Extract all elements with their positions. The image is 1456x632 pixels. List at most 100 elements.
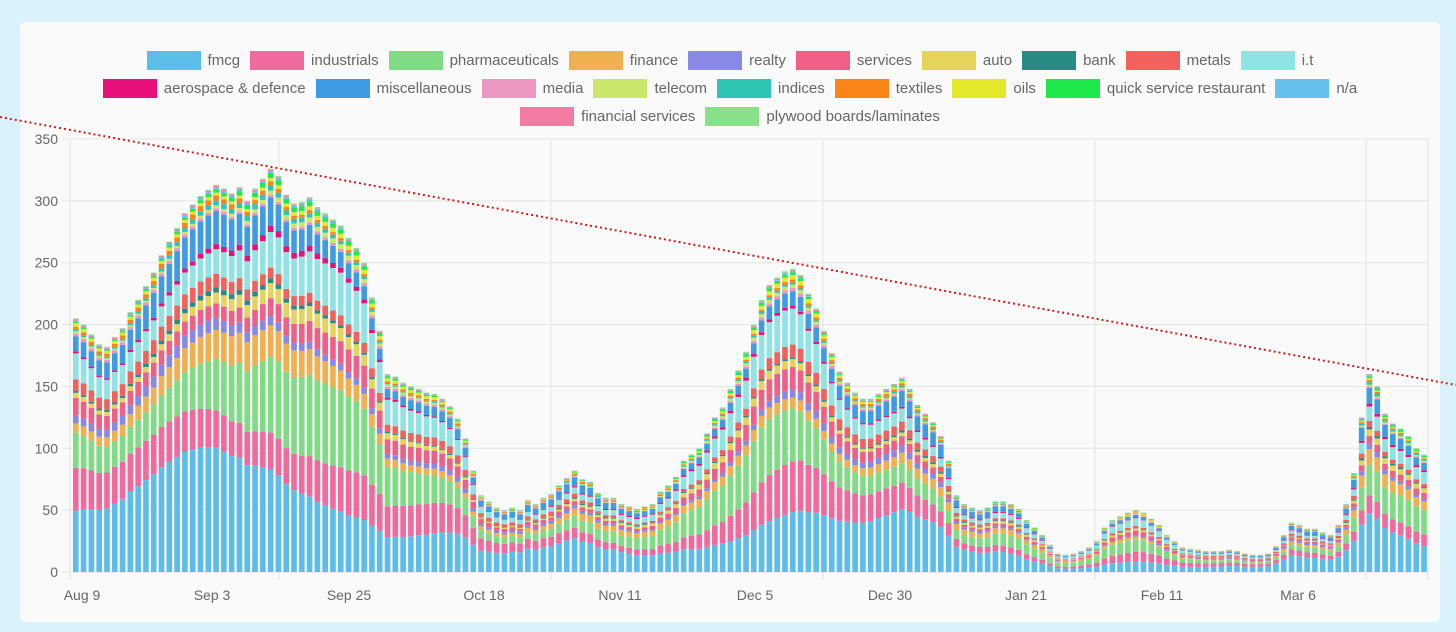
bar-segment[interactable] <box>930 425 936 427</box>
bar-segment[interactable] <box>439 420 445 423</box>
bar-segment[interactable] <box>236 198 243 203</box>
bar-segment[interactable] <box>930 446 936 457</box>
bar-segment[interactable] <box>626 509 632 511</box>
bar-segment[interactable] <box>1288 525 1295 531</box>
bar-segment[interactable] <box>182 213 188 215</box>
bar-segment[interactable] <box>189 265 196 288</box>
bar-segment[interactable] <box>735 375 742 378</box>
bar-segment[interactable] <box>563 510 570 514</box>
bar-segment[interactable] <box>1125 532 1131 537</box>
bar-segment[interactable] <box>1047 546 1053 549</box>
bar-segment[interactable] <box>532 549 539 572</box>
bar-segment[interactable] <box>657 529 664 546</box>
bar-segment[interactable] <box>813 311 819 314</box>
bar-segment[interactable] <box>906 401 913 417</box>
bar-segment[interactable] <box>1366 387 1373 404</box>
bar-segment[interactable] <box>509 527 516 531</box>
bar-segment[interactable] <box>891 485 897 513</box>
bar-segment[interactable] <box>1140 552 1147 562</box>
bar-segment[interactable] <box>1390 431 1396 434</box>
bar-segment[interactable] <box>1296 542 1303 546</box>
bar-segment[interactable] <box>260 180 266 183</box>
bar-segment[interactable] <box>532 533 539 541</box>
bar-segment[interactable] <box>80 329 87 333</box>
bar-segment[interactable] <box>1304 543 1310 546</box>
bar-segment[interactable] <box>1179 555 1186 557</box>
bar-segment[interactable] <box>821 439 827 475</box>
bar-segment[interactable] <box>174 345 180 359</box>
bar-segment[interactable] <box>462 457 469 470</box>
bar-segment[interactable] <box>1421 488 1427 493</box>
bar-segment[interactable] <box>782 290 788 294</box>
bar-segment[interactable] <box>665 487 671 489</box>
bar-segment[interactable] <box>322 225 328 229</box>
bar-segment[interactable] <box>447 408 453 410</box>
bar-segment[interactable] <box>135 377 141 382</box>
bar-segment[interactable] <box>680 503 687 506</box>
bar-segment[interactable] <box>1273 551 1279 554</box>
bar-segment[interactable] <box>96 410 102 415</box>
bar-segment[interactable] <box>610 531 617 543</box>
bar-segment[interactable] <box>1358 427 1365 441</box>
bar-segment[interactable] <box>1397 433 1404 435</box>
bar-segment[interactable] <box>1397 495 1404 523</box>
bar-segment[interactable] <box>680 475 687 477</box>
bar-segment[interactable] <box>977 529 983 532</box>
bar-segment[interactable] <box>1070 558 1077 560</box>
bar-segment[interactable] <box>1171 560 1178 566</box>
bar-segment[interactable] <box>1390 470 1396 478</box>
bar-segment[interactable] <box>205 447 212 572</box>
bar-segment[interactable] <box>283 335 290 344</box>
bar-segment[interactable] <box>766 284 773 287</box>
bar-segment[interactable] <box>119 415 126 425</box>
bar-segment[interactable] <box>517 534 523 538</box>
bar-segment[interactable] <box>844 408 851 410</box>
bar-segment[interactable] <box>1171 545 1178 549</box>
bar-segment[interactable] <box>766 288 773 292</box>
bar-segment[interactable] <box>384 376 391 379</box>
bar-segment[interactable] <box>182 348 188 373</box>
bar-segment[interactable] <box>945 477 952 480</box>
bar-segment[interactable] <box>252 215 258 245</box>
bar-segment[interactable] <box>602 531 609 543</box>
bar-segment[interactable] <box>657 502 664 504</box>
bar-segment[interactable] <box>322 221 328 226</box>
bar-segment[interactable] <box>1008 553 1014 572</box>
bar-segment[interactable] <box>1132 539 1139 552</box>
bar-segment[interactable] <box>1023 520 1030 522</box>
bar-segment[interactable] <box>439 400 445 403</box>
bar-segment[interactable] <box>353 344 360 356</box>
bar-segment[interactable] <box>1047 551 1053 553</box>
bar-segment[interactable] <box>1296 550 1303 557</box>
bar-segment[interactable] <box>719 409 726 412</box>
bar-segment[interactable] <box>392 386 399 389</box>
bar-segment[interactable] <box>517 531 523 535</box>
bar-segment[interactable] <box>127 329 134 351</box>
bar-segment[interactable] <box>267 225 274 233</box>
bar-segment[interactable] <box>205 332 212 362</box>
bar-segment[interactable] <box>618 506 625 508</box>
bar-segment[interactable] <box>688 493 695 501</box>
bar-segment[interactable] <box>1132 511 1139 513</box>
bar-segment[interactable] <box>1140 514 1147 516</box>
bar-segment[interactable] <box>945 466 952 468</box>
bar-segment[interactable] <box>696 454 703 457</box>
bar-segment[interactable] <box>1039 546 1045 549</box>
bar-segment[interactable] <box>1265 556 1271 558</box>
bar-segment[interactable] <box>1312 538 1318 541</box>
bar-segment[interactable] <box>1273 553 1279 556</box>
bar-segment[interactable] <box>977 546 983 553</box>
bar-segment[interactable] <box>299 323 305 344</box>
bar-segment[interactable] <box>150 362 157 377</box>
bar-segment[interactable] <box>875 395 882 397</box>
bar-segment[interactable] <box>548 545 554 572</box>
bar-segment[interactable] <box>1008 520 1014 523</box>
bar-segment[interactable] <box>369 414 375 427</box>
bar-segment[interactable] <box>1187 557 1194 559</box>
bar-segment[interactable] <box>883 444 890 454</box>
bar-segment[interactable] <box>563 530 570 541</box>
bar-segment[interactable] <box>1086 554 1092 556</box>
bar-segment[interactable] <box>143 302 149 306</box>
bar-segment[interactable] <box>938 466 944 473</box>
bar-segment[interactable] <box>938 473 944 477</box>
